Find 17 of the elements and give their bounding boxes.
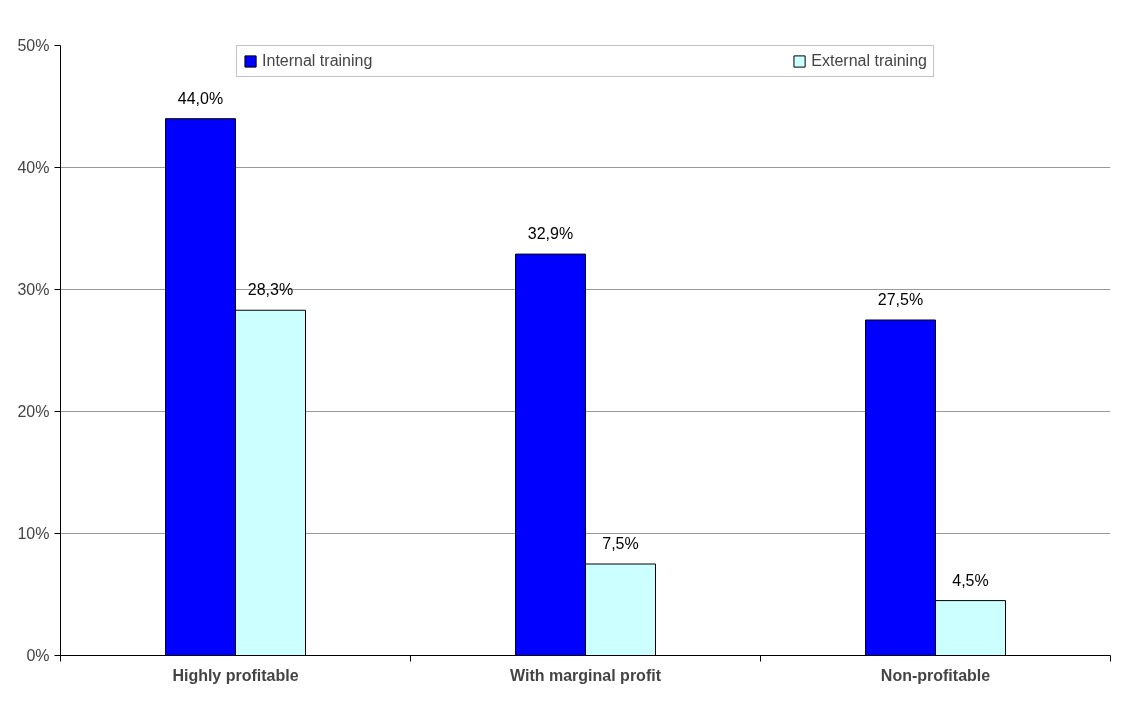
x-tick-label: Highly profitable: [172, 666, 299, 684]
data-label: 4,5%: [952, 571, 989, 589]
data-label: 7,5%: [602, 535, 639, 552]
x-tick-label: Non-profitable: [880, 666, 991, 684]
data-label: 44,0%: [177, 89, 224, 107]
data-label: 32,9%: [527, 225, 574, 243]
y-tick-label: 50%: [17, 37, 50, 54]
y-tick-label: 10%: [17, 525, 50, 542]
x-tick-label: With marginal profit: [510, 666, 662, 684]
data-label: 28,3%: [247, 281, 294, 299]
data-label: 27,5%: [877, 291, 924, 308]
y-tick-label: 20%: [17, 403, 50, 420]
legend-label: External training: [811, 52, 927, 70]
legend-label: Internal training: [262, 52, 373, 70]
y-tick-label: 30%: [17, 281, 50, 298]
y-tick-label: 40%: [17, 159, 50, 176]
y-tick-label: 0%: [26, 647, 50, 664]
